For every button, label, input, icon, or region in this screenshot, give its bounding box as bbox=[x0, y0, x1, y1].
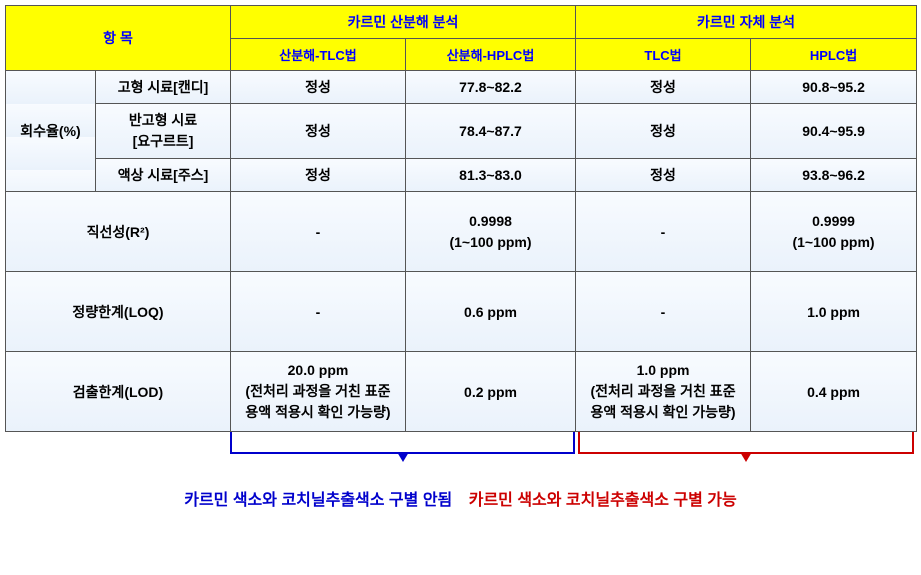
cell: 90.8~95.2 bbox=[751, 71, 917, 104]
sample-yogurt: 반고형 시료 [요구르트] bbox=[96, 104, 231, 159]
header-group-1: 카르민 산분해 분석 bbox=[231, 6, 576, 39]
recovery-label: 회수율(%) bbox=[6, 71, 96, 192]
arrow-down-icon bbox=[397, 452, 409, 462]
cell: 1.0 ppm bbox=[751, 272, 917, 352]
text: (1~100 ppm) bbox=[449, 234, 531, 250]
cell: 0.6 ppm bbox=[406, 272, 576, 352]
cell: - bbox=[576, 272, 751, 352]
cell: 20.0 ppm (전처리 과정을 거친 표준 용액 적용시 확인 가능량) bbox=[231, 352, 406, 432]
header-group-2: 카르민 자체 분석 bbox=[576, 6, 917, 39]
cell: 81.3~83.0 bbox=[406, 159, 576, 192]
text: 0.9998 bbox=[469, 213, 512, 229]
text: 반고형 시료 bbox=[129, 112, 197, 128]
caption-red: 카르민 색소와 코치닐추출색소 구별 가능 bbox=[469, 486, 737, 510]
text: (전처리 과정을 거친 표준 bbox=[590, 383, 735, 399]
cell: 정성 bbox=[576, 71, 751, 104]
cell: 0.9999 (1~100 ppm) bbox=[751, 192, 917, 272]
cell: - bbox=[231, 192, 406, 272]
cell: 정성 bbox=[231, 71, 406, 104]
linearity-label: 직선성(R²) bbox=[6, 192, 231, 272]
text: 용액 적용시 확인 가능량) bbox=[245, 404, 390, 420]
cell: 77.8~82.2 bbox=[406, 71, 576, 104]
sample-candy: 고형 시료[캔디] bbox=[96, 71, 231, 104]
text: [요구르트] bbox=[133, 133, 194, 149]
subheader-3: TLC법 bbox=[576, 39, 751, 71]
cell: 1.0 ppm (전처리 과정을 거친 표준 용액 적용시 확인 가능량) bbox=[576, 352, 751, 432]
header-item: 항 목 bbox=[6, 6, 231, 71]
text: 0.9999 bbox=[812, 213, 855, 229]
subheader-2: 산분해-HPLC법 bbox=[406, 39, 576, 71]
cell: 0.2 ppm bbox=[406, 352, 576, 432]
text: 20.0 ppm bbox=[288, 362, 349, 378]
cell: 정성 bbox=[231, 159, 406, 192]
cell: - bbox=[231, 272, 406, 352]
cell: 정성 bbox=[576, 159, 751, 192]
cell: 0.4 ppm bbox=[751, 352, 917, 432]
cell: - bbox=[576, 192, 751, 272]
caption-blue: 카르민 색소와 코치닐추출색소 구별 안됨 bbox=[184, 486, 452, 510]
text: 1.0 ppm bbox=[637, 362, 690, 378]
arrow-down-icon bbox=[740, 452, 752, 462]
subheader-4: HPLC법 bbox=[751, 39, 917, 71]
text: (전처리 과정을 거친 표준 bbox=[245, 383, 390, 399]
text: (1~100 ppm) bbox=[792, 234, 874, 250]
cell: 90.4~95.9 bbox=[751, 104, 917, 159]
analysis-table: 항 목 카르민 산분해 분석 카르민 자체 분석 산분해-TLC법 산분해-HP… bbox=[5, 5, 917, 432]
caption-row: 카르민 색소와 코치닐추출색소 구별 안됨 카르민 색소와 코치닐추출색소 구별… bbox=[5, 486, 916, 510]
lod-label: 검출한계(LOD) bbox=[6, 352, 231, 432]
subheader-1: 산분해-TLC법 bbox=[231, 39, 406, 71]
cell: 78.4~87.7 bbox=[406, 104, 576, 159]
bracket-row bbox=[5, 432, 916, 472]
loq-label: 정량한계(LOQ) bbox=[6, 272, 231, 352]
sample-juice: 액상 시료[주스] bbox=[96, 159, 231, 192]
cell: 0.9998 (1~100 ppm) bbox=[406, 192, 576, 272]
cell: 93.8~96.2 bbox=[751, 159, 917, 192]
bracket-blue bbox=[230, 432, 575, 454]
cell: 정성 bbox=[576, 104, 751, 159]
bracket-red bbox=[578, 432, 914, 454]
text: 용액 적용시 확인 가능량) bbox=[590, 404, 735, 420]
cell: 정성 bbox=[231, 104, 406, 159]
